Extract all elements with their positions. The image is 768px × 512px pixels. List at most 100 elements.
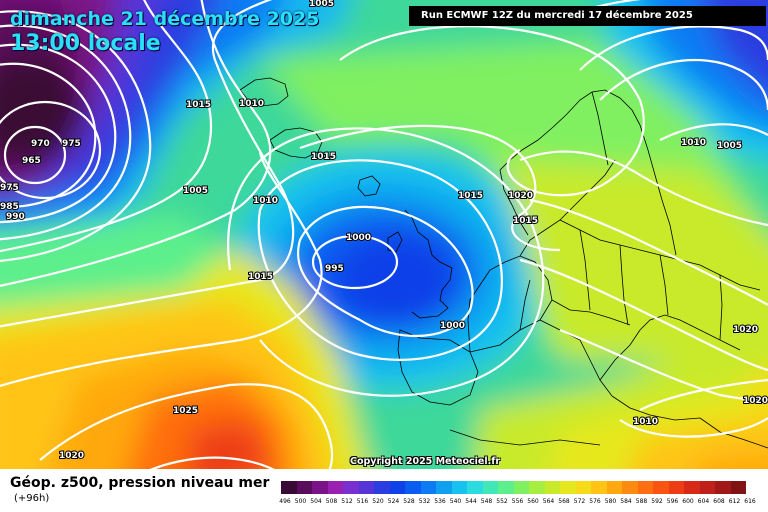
scale-label: 608 [713, 498, 725, 505]
isobar-label: 1015 [513, 216, 538, 226]
forecast-local-time: 13:00 locale [10, 31, 161, 56]
scale-label: 556 [511, 498, 524, 505]
scale-swatch [591, 481, 607, 494]
forecast-date: dimanche 21 décembre 2025 [10, 8, 320, 30]
isobar-1020a [0, 149, 323, 388]
coastlines [239, 77, 768, 449]
scale-swatch [668, 481, 684, 494]
scale-label: 544 [465, 498, 477, 505]
color-field [0, 0, 768, 469]
isobar-990 [0, 24, 132, 241]
scale-label: 584 [620, 498, 632, 505]
isobar-label: 1005 [309, 0, 334, 9]
isobar-1015e [639, 378, 768, 411]
isobar-1020c [519, 258, 768, 372]
geopotential-field: 1005 1015 1010 970 975 965 985 990 975 1… [0, 0, 768, 469]
scale-swatch [513, 481, 529, 494]
isobar-label: 1015 [458, 191, 483, 201]
isobar-label: 1010 [681, 138, 706, 148]
isobar-1010e [619, 417, 768, 438]
scale-swatch [312, 481, 328, 494]
color-scale-bar [281, 481, 746, 494]
scale-swatch [498, 481, 514, 494]
isobar-985 [0, 43, 117, 224]
scale-label: 560 [527, 498, 539, 505]
isobar-label: 985 [0, 202, 19, 212]
scale-swatch [529, 481, 545, 494]
scale-swatch [622, 481, 638, 494]
scale-label: 508 [325, 498, 338, 505]
isobar-label: 1000 [440, 321, 465, 331]
isobar-label: 1020 [733, 325, 758, 335]
scale-swatch [637, 481, 653, 494]
scale-swatch [575, 481, 591, 494]
isobar-1000c [579, 25, 768, 71]
scale-label: 568 [558, 498, 570, 505]
isobar-label: 965 [22, 156, 41, 166]
scale-label: 576 [589, 498, 601, 505]
scale-swatch [374, 481, 390, 494]
map-title: Géop. z500, pression niveau mer [10, 475, 270, 491]
scale-label: 528 [403, 498, 415, 505]
isobar-1005c [599, 58, 768, 111]
isobar-label: 1010 [239, 99, 264, 109]
scale-label: 504 [310, 498, 322, 505]
forecast-lead-time: (+96h) [14, 493, 50, 504]
isobar-970 [0, 100, 102, 200]
scale-swatch [684, 481, 700, 494]
isobar-label: 1015 [186, 100, 211, 110]
isobar-label: 1010 [253, 196, 278, 206]
isobar-1000b [297, 205, 474, 338]
copyright-notice: Copyright 2025 Meteociel.fr [350, 456, 501, 467]
scale-label: 552 [496, 498, 508, 505]
scale-swatch [467, 481, 483, 494]
isobar-1025 [39, 383, 334, 469]
scale-swatch [358, 481, 374, 494]
scale-label: 588 [635, 498, 648, 505]
scale-label: 616 [744, 498, 756, 505]
isobar-1020b [529, 198, 768, 306]
scale-label: 548 [480, 498, 493, 505]
scale-label: 500 [294, 498, 307, 505]
isobar-975 [0, 62, 97, 209]
scale-label: 516 [356, 498, 369, 505]
isobar-1010b [227, 127, 545, 397]
scale-swatch [653, 481, 669, 494]
isobar-1010 [0, 0, 272, 287]
isobar-label: 995 [325, 264, 344, 274]
isobar-label: 1020 [743, 396, 768, 406]
isobar-label: 1005 [717, 141, 742, 151]
isobars [0, 0, 768, 469]
scale-label: 524 [387, 498, 400, 505]
isobar-1010d [659, 123, 768, 141]
isobar-label: 1020 [508, 191, 533, 201]
scale-swatch [281, 481, 297, 494]
scale-label: 532 [418, 498, 431, 505]
isobar-1005b [257, 159, 503, 361]
scale-label: 496 [279, 498, 291, 505]
scale-label: 512 [341, 498, 353, 505]
scale-label: 540 [449, 498, 462, 505]
isobar-label: 1010 [633, 417, 658, 427]
scale-label: 592 [651, 498, 663, 505]
isobar-995 [311, 234, 399, 290]
scale-label: 520 [372, 498, 384, 505]
isobar-label: 1000 [346, 233, 371, 243]
scale-label: 600 [682, 498, 694, 505]
scale-swatch [482, 481, 498, 494]
scale-swatch [606, 481, 622, 494]
scale-swatch [343, 481, 359, 494]
scale-swatch [730, 481, 746, 494]
scale-swatch [715, 481, 731, 494]
isobar-1015c [519, 150, 768, 227]
isobar-label: 1015 [311, 152, 336, 162]
scale-swatch [420, 481, 436, 494]
isobar-1020d [559, 328, 768, 401]
isobar-1005 [0, 0, 213, 253]
weather-map: 1005 1015 1010 970 975 965 985 990 975 1… [0, 0, 768, 469]
isobar-1015b [299, 124, 561, 252]
scale-label: 580 [604, 498, 617, 505]
scale-swatch [327, 481, 343, 494]
isobar-label: 990 [6, 212, 25, 222]
isobar-label: 975 [0, 183, 19, 193]
